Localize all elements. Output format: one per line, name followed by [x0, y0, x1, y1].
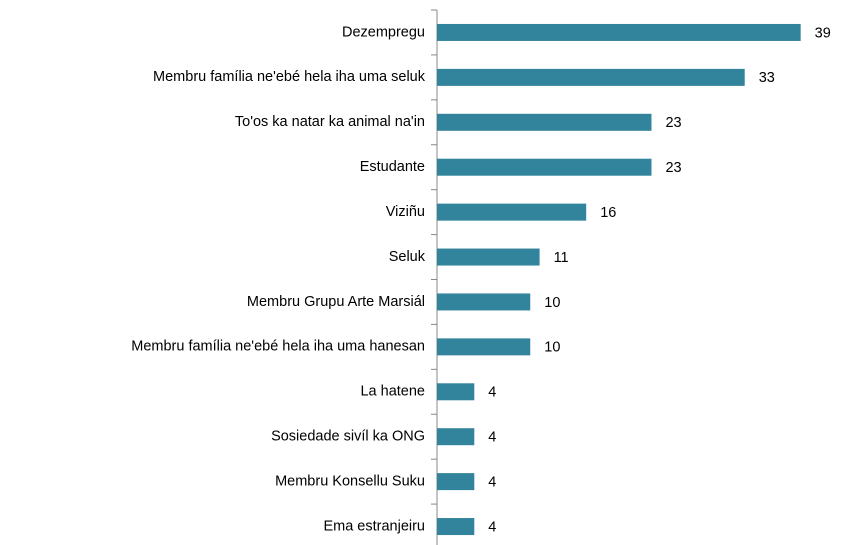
bar: [437, 23, 801, 41]
value-label: 4: [488, 519, 496, 535]
value-label: 10: [544, 295, 560, 311]
value-label: 23: [665, 160, 681, 176]
category-label: Estudante: [360, 159, 425, 175]
value-label: 4: [488, 430, 496, 446]
category-label: Membru família ne'ebé hela iha uma hanes…: [131, 339, 425, 355]
value-label: 23: [665, 115, 681, 131]
value-label: 11: [554, 250, 569, 266]
bar: [437, 248, 540, 266]
bar: [437, 203, 587, 221]
bar: [437, 68, 745, 86]
category-label: Ema estranjeiru: [323, 518, 425, 534]
bar: [437, 428, 475, 446]
value-label: 4: [488, 385, 496, 401]
value-label: 39: [815, 25, 831, 41]
value-label: 4: [488, 474, 496, 490]
bar: [437, 113, 652, 131]
bar: [437, 158, 652, 176]
bar: [437, 338, 531, 356]
bar: [437, 383, 475, 401]
category-label: Membru Grupu Arte Marsiál: [247, 294, 425, 310]
category-label: Viziñu: [386, 204, 425, 220]
value-label: 33: [759, 70, 775, 86]
bar: [437, 293, 531, 311]
category-label: Membru família ne'ebé hela iha uma seluk: [153, 69, 426, 85]
category-label: Membru Konsellu Suku: [275, 473, 425, 489]
category-label: To'os ka natar ka animal na'in: [235, 114, 425, 130]
category-label: La hatene: [360, 384, 425, 400]
bar: [437, 518, 475, 536]
value-label: 10: [544, 340, 560, 356]
value-label: 16: [600, 205, 616, 221]
category-label: Dezempregu: [342, 24, 425, 40]
bar: [437, 473, 475, 491]
category-label: Seluk: [389, 249, 426, 265]
category-label: Sosiedade sivíl ka ONG: [271, 429, 425, 445]
